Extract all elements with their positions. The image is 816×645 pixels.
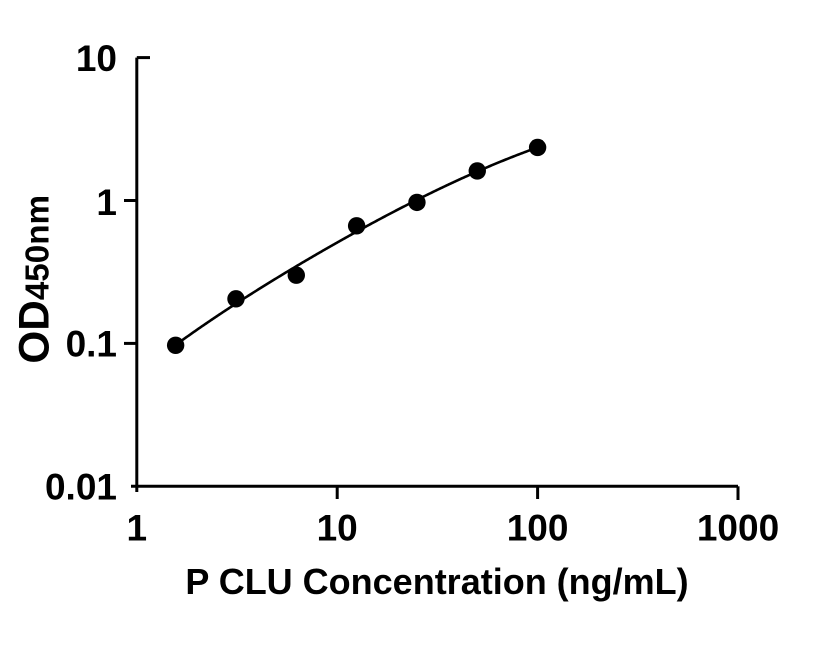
svg-text:OD450nm: OD450nm: [11, 195, 58, 364]
svg-text:0.01: 0.01: [45, 467, 117, 508]
svg-text:P CLU Concentration (ng/mL): P CLU Concentration (ng/mL): [185, 561, 688, 602]
svg-text:0.1: 0.1: [66, 324, 117, 365]
svg-text:1: 1: [96, 182, 117, 223]
svg-text:10: 10: [317, 507, 358, 548]
svg-text:100: 100: [507, 507, 569, 548]
svg-text:1000: 1000: [697, 507, 779, 548]
svg-text:1: 1: [127, 507, 148, 548]
svg-text:10: 10: [76, 38, 117, 79]
